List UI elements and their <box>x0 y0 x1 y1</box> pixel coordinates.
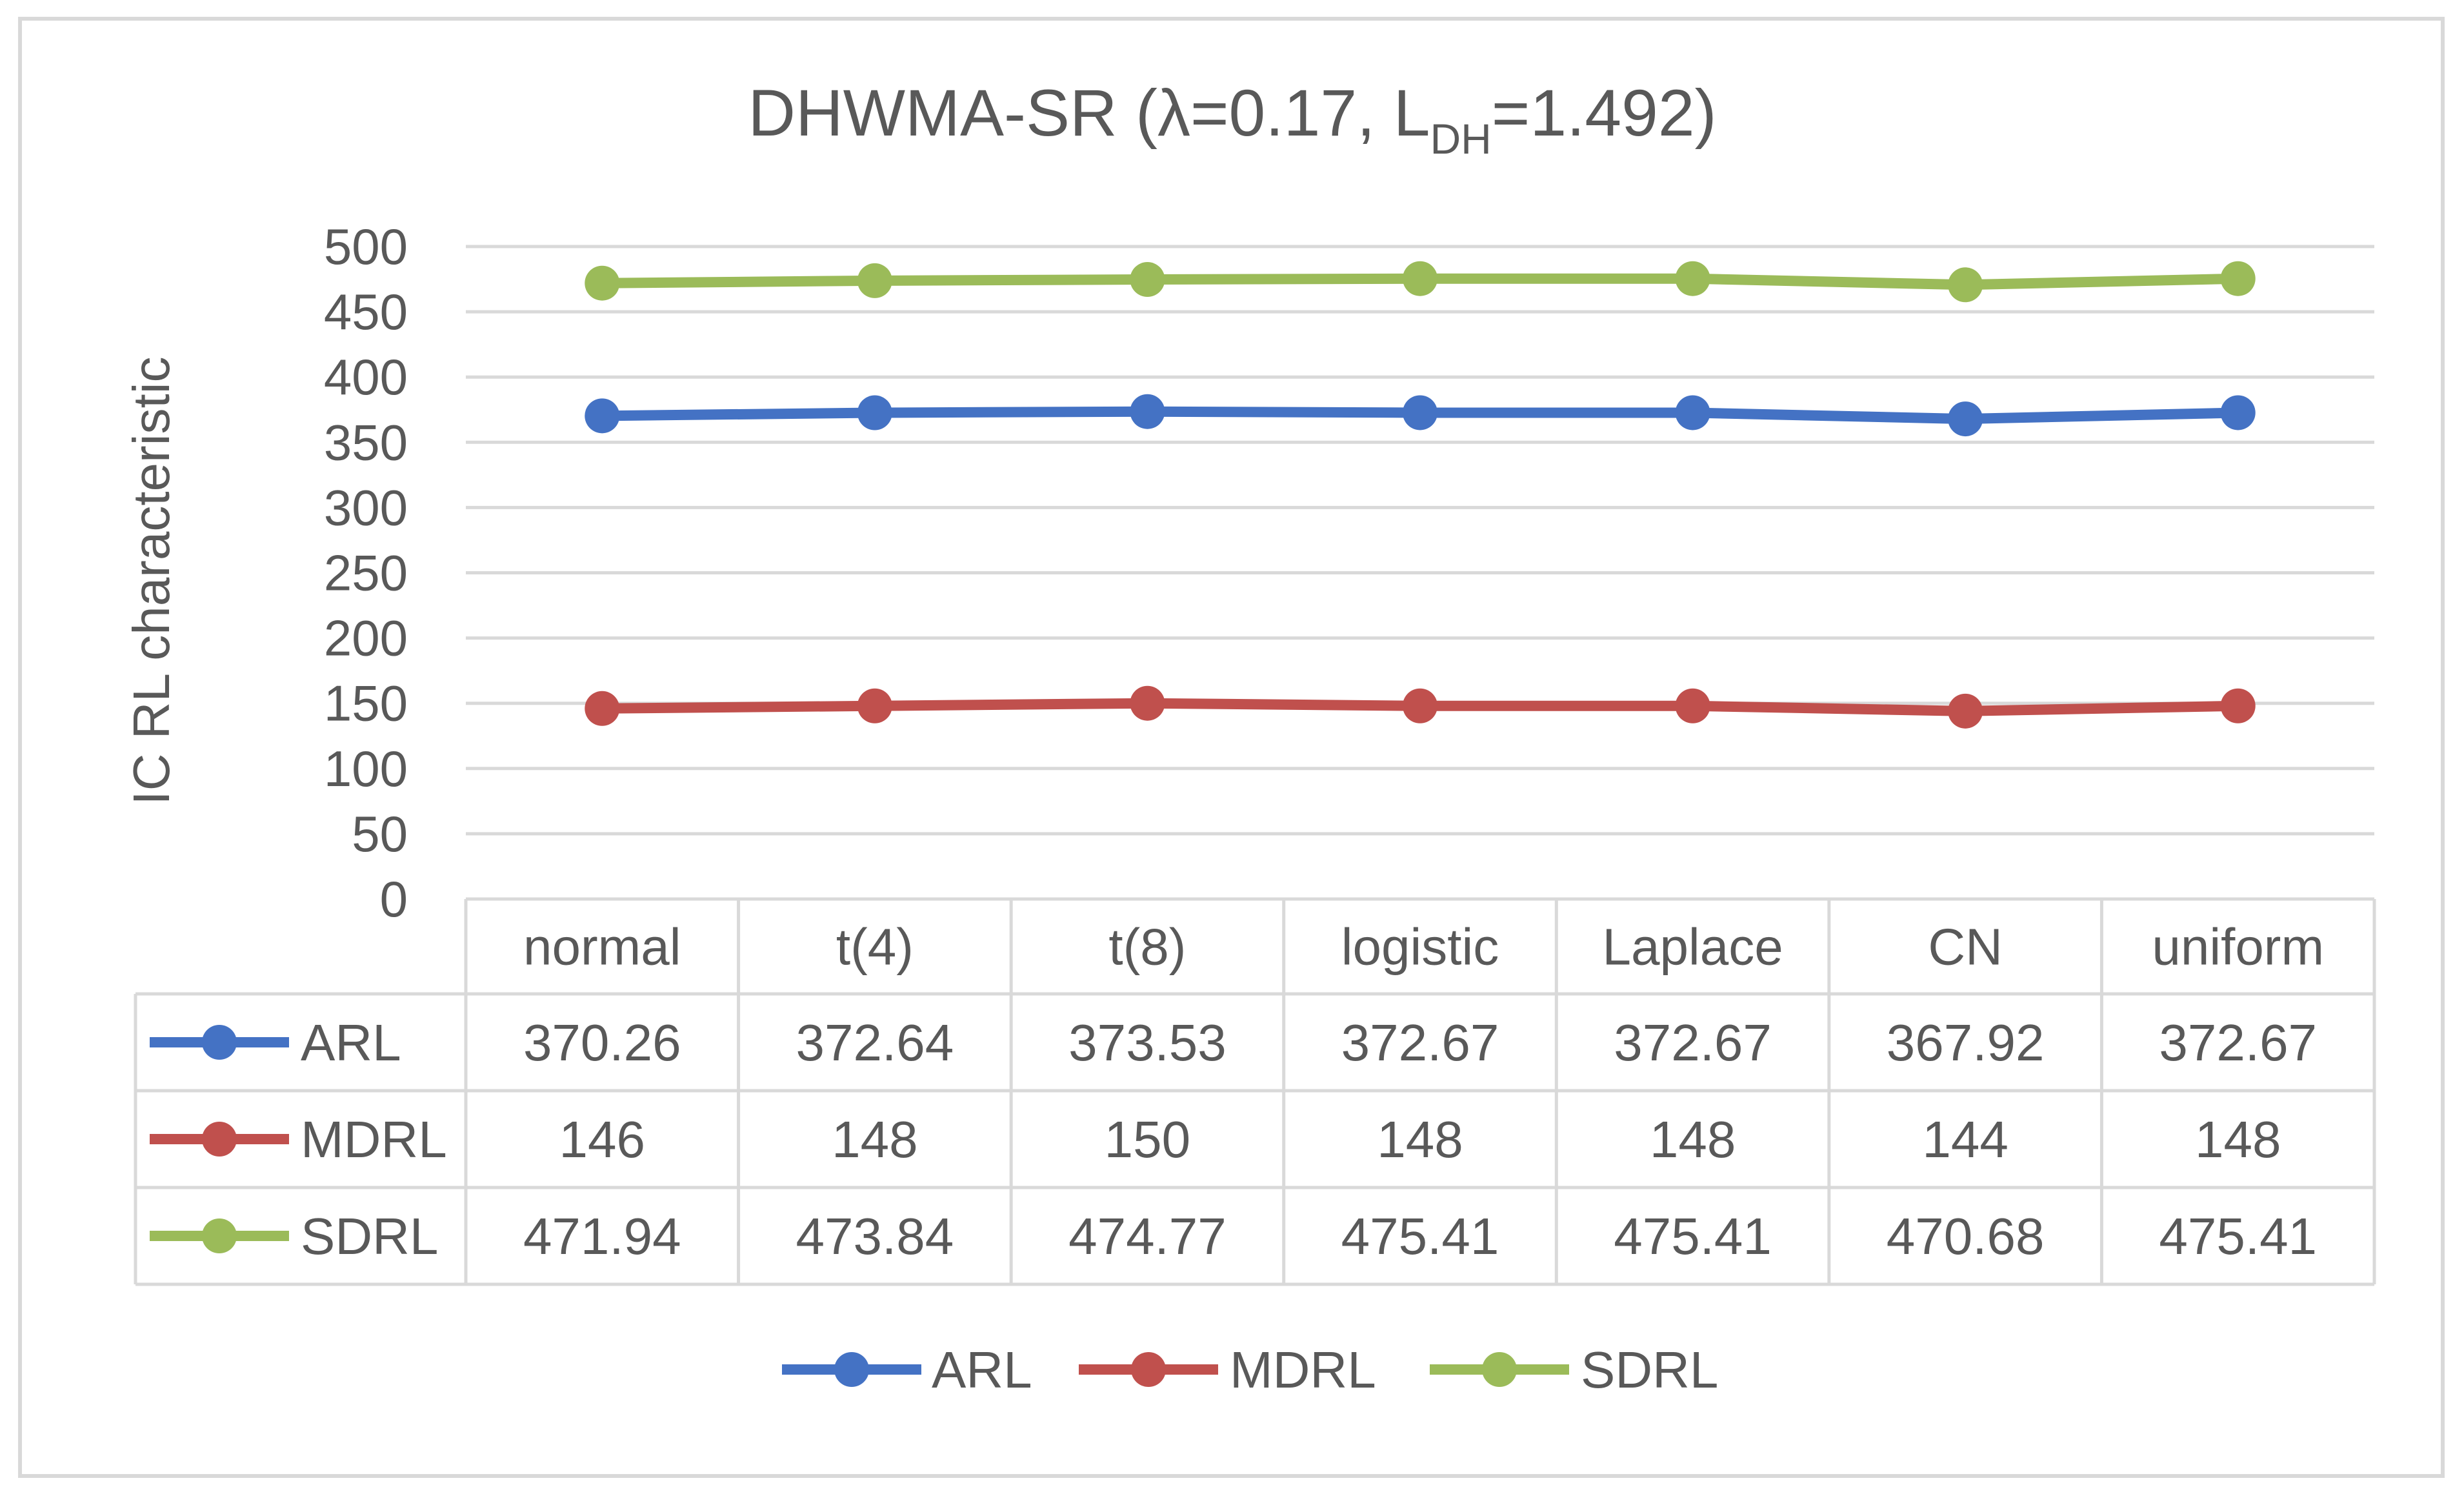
x-tick-label: uniform <box>2152 918 2324 976</box>
chart-title-tail: =1.492) <box>1492 76 1717 150</box>
legend: ARL MDRL SDRL <box>782 1341 1718 1399</box>
table-legend-marker-arl <box>202 1025 237 1060</box>
data-label-sdrl: 471.94 <box>523 1208 681 1265</box>
data-label-mdrl: 148 <box>1650 1111 1736 1168</box>
data-point-mdrl <box>1948 693 1983 729</box>
data-point-sdrl <box>1675 261 1710 296</box>
chart-title: DHWMA-SR (λ=0.17, LDH=1.492) <box>748 76 1716 163</box>
data-point-mdrl <box>1130 685 1165 721</box>
data-label-arl: 370.26 <box>523 1014 681 1071</box>
data-label-mdrl: 144 <box>1922 1111 2008 1168</box>
data-label-arl: 372.67 <box>2159 1014 2317 1071</box>
data-point-mdrl <box>1403 688 1437 723</box>
data-label-mdrl: 148 <box>832 1111 917 1168</box>
y-tick-label: 150 <box>324 675 408 732</box>
data-point-arl <box>1948 401 1983 437</box>
data-label-mdrl: 146 <box>559 1111 645 1168</box>
data-label-sdrl: 470.68 <box>1887 1208 2045 1265</box>
chart-frame <box>18 17 2445 1478</box>
y-tick-label: 450 <box>324 283 408 340</box>
data-point-sdrl <box>1130 262 1165 298</box>
table-legend-marker-mdrl <box>202 1122 237 1157</box>
data-point-arl <box>1403 395 1437 430</box>
table-legend-marker-sdrl <box>202 1218 237 1253</box>
x-tick-label: logistic <box>1341 918 1499 976</box>
data-label-sdrl: 474.77 <box>1068 1208 1227 1265</box>
y-tick-label: 300 <box>324 479 408 536</box>
y-axis-label: IC RL characteristic <box>123 357 180 805</box>
data-point-sdrl <box>2220 261 2256 296</box>
data-label-sdrl: 473.84 <box>796 1208 954 1265</box>
data-point-mdrl <box>2220 688 2256 723</box>
y-tick-label: 400 <box>324 349 408 405</box>
data-label-mdrl: 148 <box>1377 1111 1463 1168</box>
data-point-mdrl <box>857 688 892 723</box>
data-label-mdrl: 150 <box>1105 1111 1190 1168</box>
legend-marker-mdrl <box>1131 1352 1166 1387</box>
series-lines <box>585 261 2256 729</box>
y-tick-label: 50 <box>352 805 408 862</box>
data-point-sdrl <box>1948 267 1983 303</box>
gridlines <box>466 245 2374 836</box>
legend-marker-sdrl <box>1482 1352 1517 1387</box>
data-point-mdrl <box>585 691 620 726</box>
y-tick-label: 100 <box>324 740 408 797</box>
chart-title-subscript: DH <box>1430 115 1491 163</box>
y-tick-label: 250 <box>324 545 408 601</box>
data-point-arl <box>585 398 620 434</box>
x-tick-label: CN <box>1928 918 2003 976</box>
data-label-arl: 372.67 <box>1341 1014 1499 1071</box>
chart-title-main: DHWMA-SR (λ=0.17, L <box>748 76 1430 150</box>
data-label-arl: 372.67 <box>1614 1014 1772 1071</box>
y-tick-label: 350 <box>324 414 408 470</box>
y-tick-label: 200 <box>324 610 408 667</box>
data-point-arl <box>2220 395 2256 430</box>
data-label-arl: 367.92 <box>1887 1014 2045 1071</box>
data-label-arl: 373.53 <box>1068 1014 1227 1071</box>
data-label-sdrl: 475.41 <box>2159 1208 2317 1265</box>
table-row-label-arl: ARL <box>301 1014 401 1071</box>
x-tick-label: t(8) <box>1108 918 1186 976</box>
legend-label-sdrl: SDRL <box>1581 1341 1718 1399</box>
table-row-label-mdrl: MDRL <box>301 1111 447 1168</box>
data-label-sdrl: 475.41 <box>1341 1208 1499 1265</box>
data-label-mdrl: 148 <box>2195 1111 2281 1168</box>
y-tick-label: 500 <box>324 218 408 275</box>
data-point-mdrl <box>1675 688 1710 723</box>
legend-label-mdrl: MDRL <box>1230 1341 1376 1399</box>
x-tick-label: t(4) <box>836 918 914 976</box>
data-point-arl <box>857 395 892 430</box>
legend-marker-arl <box>834 1352 869 1387</box>
table-row-label-sdrl: SDRL <box>301 1208 438 1265</box>
data-table: normal t(4) t(8) logistic Laplace CN uniform AR… <box>134 897 2376 1286</box>
data-point-sdrl <box>1403 261 1437 296</box>
data-point-sdrl <box>857 263 892 298</box>
data-point-arl <box>1130 394 1165 429</box>
x-tick-label: normal <box>523 918 681 976</box>
data-point-sdrl <box>585 265 620 301</box>
data-point-arl <box>1675 395 1710 430</box>
data-label-sdrl: 475.41 <box>1614 1208 1772 1265</box>
data-label-arl: 372.64 <box>796 1014 954 1071</box>
y-tick-labels: 0 50 100 150 200 250 300 350 400 450 500 <box>324 218 408 927</box>
legend-label-arl: ARL <box>932 1341 1032 1399</box>
y-tick-label: 0 <box>380 871 408 927</box>
x-tick-label: Laplace <box>1602 918 1783 976</box>
